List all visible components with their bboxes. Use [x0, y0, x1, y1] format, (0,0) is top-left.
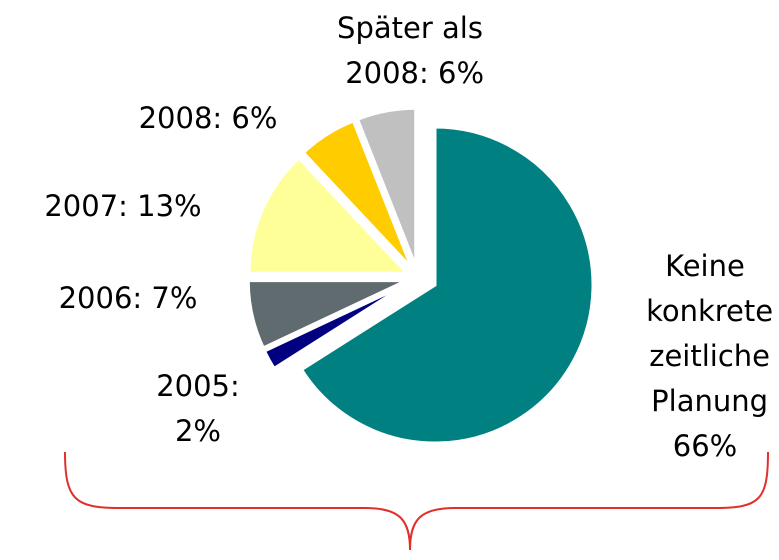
slice-label: Später als 2008: 6% [336, 11, 484, 90]
label-line: Planung [642, 384, 768, 418]
label-line: 2006: [59, 281, 143, 315]
label-line: zeitliche [640, 339, 770, 373]
pie-slice [247, 155, 411, 275]
pie-slice [299, 125, 595, 445]
slice-label: 2007: 13% [44, 189, 201, 223]
label-line: 2008: [139, 101, 223, 135]
slice-category: 2006: [59, 281, 143, 315]
brace [64, 451, 769, 551]
slice-category: 2005: [156, 369, 240, 403]
label-line: 2008: [336, 56, 429, 90]
slice-category: 2007: [44, 189, 128, 223]
slice-label: Keine konkrete zeitliche Planung 66% [637, 249, 773, 463]
slice-value-label: 66% [673, 429, 737, 463]
slice-category: Später als 2008: [336, 11, 483, 90]
slice-value-label: 6% [429, 56, 484, 90]
slice-value-label: 2% [175, 414, 221, 448]
slice-label: 2008: 6% [139, 101, 278, 135]
slice-value-label: 13% [128, 189, 202, 223]
slice-value-label: 7% [142, 281, 197, 315]
slice-category: 2008: [139, 101, 223, 135]
slice-value-label: 6% [222, 101, 277, 135]
pie-slice [301, 119, 413, 269]
pie-slice [262, 282, 409, 371]
slice-category: Keine konkrete zeitliche Planung [637, 249, 773, 418]
pie-slice [355, 106, 418, 267]
label-line: konkrete [637, 294, 773, 328]
label-line: Später als [337, 11, 483, 45]
pie-slice [246, 279, 407, 350]
label-line: 2007: [44, 189, 128, 223]
label-line: 2005: [156, 369, 240, 403]
slice-label: 2006: 7% [59, 281, 198, 315]
slice-label: 2005: 2% [156, 369, 240, 448]
label-line: Keine [665, 249, 745, 283]
